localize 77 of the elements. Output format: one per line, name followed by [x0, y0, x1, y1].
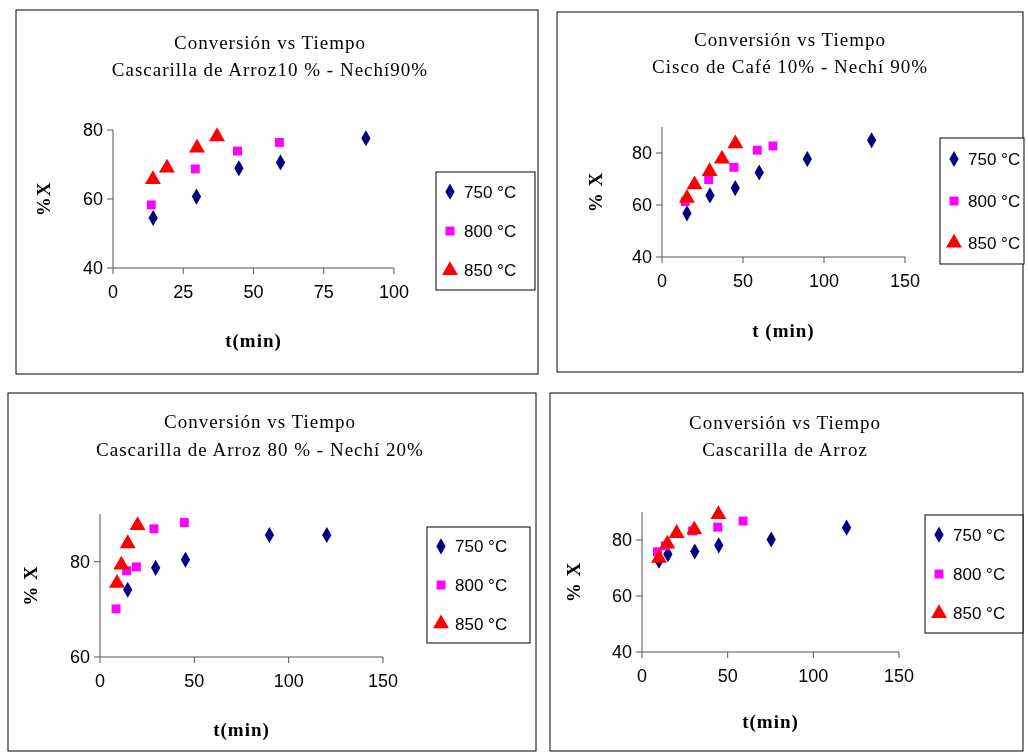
point [738, 516, 748, 526]
chart-subtitle: Cascarilla de Arroz10 % - Nechí90% [111, 59, 429, 80]
point [752, 145, 762, 155]
chart-subtitle: Cascarilla de Arroz 80 % - Nechí 20% [96, 439, 424, 460]
x-axis-title: t(min) [213, 719, 270, 741]
y-axis-title: % X [563, 561, 584, 603]
point [686, 520, 703, 535]
legend-label: 850 °C [968, 233, 1021, 253]
x-tick-label: 50 [717, 666, 738, 686]
point [149, 524, 159, 534]
legend-label: 750 °C [464, 182, 517, 202]
x-axis-title: t(min) [225, 330, 282, 352]
chart-title: Conversión vs Tiempo [163, 411, 357, 432]
x-tick-label: 150 [889, 271, 921, 291]
y-axis-title: %X [33, 181, 54, 217]
point [768, 141, 778, 151]
point [668, 524, 685, 538]
point [111, 604, 121, 614]
x-axis-title: t(min) [742, 711, 799, 733]
y-tick-label: 60 [82, 189, 103, 210]
legend-label: 800 °C [464, 221, 517, 241]
x-tick-label: 0 [107, 282, 119, 302]
point [233, 146, 242, 156]
point [710, 505, 727, 520]
point [209, 127, 225, 142]
y-tick-label: 60 [631, 195, 652, 216]
y-axis-title: % X [20, 565, 41, 606]
x-tick-label: 0 [656, 271, 668, 291]
x-tick-label: 50 [184, 671, 205, 691]
y-tick-label: 40 [611, 642, 632, 663]
x-tick-label: 100 [798, 666, 829, 686]
y-tick-label: 60 [611, 586, 632, 607]
chart-subtitle: Cascarilla de Arroz [702, 439, 868, 460]
chart-title: Conversión vs Tiempo [693, 29, 887, 50]
point [146, 200, 156, 210]
x-tick-label: 25 [173, 282, 194, 302]
y-tick-label: 80 [82, 120, 103, 141]
x-tick-label: 0 [636, 666, 648, 686]
x-tick-label: 50 [732, 271, 754, 291]
point [727, 134, 744, 149]
point [190, 164, 200, 174]
point [713, 522, 723, 532]
y-tick-label: 60 [69, 647, 90, 668]
legend-label: 750 °C [968, 149, 1021, 169]
x-tick-label: 50 [243, 282, 264, 302]
x-tick-label: 0 [94, 671, 106, 691]
point [729, 162, 739, 172]
point [179, 518, 189, 528]
y-tick-label: 80 [69, 551, 90, 572]
x-axis-title: t (min) [752, 320, 815, 342]
point [701, 162, 718, 177]
chart-title: Conversión vs Tiempo [173, 32, 367, 53]
legend-label: 850 °C [953, 604, 1006, 624]
legend-label: 800 °C [455, 575, 508, 595]
x-tick-label: 100 [273, 671, 304, 691]
point [119, 534, 136, 549]
chart-title: Conversión vs Tiempo [688, 412, 882, 433]
x-tick-label: 100 [378, 282, 410, 302]
y-tick-label: 80 [631, 143, 652, 164]
point [131, 562, 141, 572]
x-tick-label: 75 [313, 282, 334, 302]
legend-label: 800 °C [953, 564, 1006, 584]
legend-label: 850 °C [464, 261, 517, 281]
y-tick-label: 40 [631, 247, 652, 268]
y-axis-title: % X [585, 171, 606, 213]
y-tick-label: 40 [82, 258, 103, 279]
chart-subtitle: Cisco de Café 10% - Nechí 90% [652, 56, 928, 77]
x-tick-label: 150 [883, 666, 915, 686]
x-tick-label: 150 [367, 671, 399, 691]
x-tick-label: 100 [808, 271, 840, 291]
legend-label: 800 °C [968, 191, 1021, 211]
y-tick-label: 80 [611, 530, 632, 551]
point [129, 516, 146, 531]
legend-label: 850 °C [455, 614, 508, 634]
legend-label: 750 °C [953, 525, 1006, 545]
legend-label: 750 °C [455, 537, 508, 557]
point [274, 137, 284, 147]
